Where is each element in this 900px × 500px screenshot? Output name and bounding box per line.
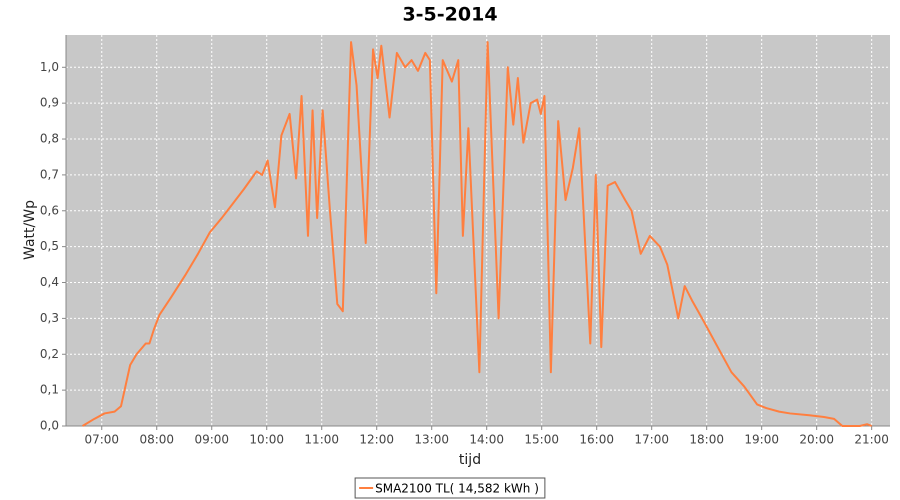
y-tick-label: 0,7 <box>40 167 59 181</box>
y-tick-label: 0,5 <box>40 239 59 253</box>
y-tick-label: 0,6 <box>40 203 59 217</box>
x-axis-title: tijd <box>459 452 481 468</box>
legend-box <box>354 477 546 499</box>
legend: SMA2100 TL( 14,582 kWh ) <box>354 477 546 499</box>
x-tick-label: 15:00 <box>524 433 559 447</box>
x-tick-label: 08:00 <box>139 433 174 447</box>
y-tick-label: 0,0 <box>40 419 59 433</box>
data-line <box>81 41 873 427</box>
y-tick-label: 0,8 <box>40 132 59 146</box>
x-tick-label: 21:00 <box>854 433 889 447</box>
y-tick-label: 0,2 <box>40 347 59 361</box>
y-axis-title: Watt/Wp <box>22 200 38 260</box>
x-tick-label: 16:00 <box>579 433 614 447</box>
y-tick-label: 0,4 <box>40 275 59 289</box>
legend-label: SMA2100 TL( 14,582 kWh ) <box>375 482 539 496</box>
y-tick-label: 0,1 <box>40 383 59 397</box>
x-tick-label: 18:00 <box>689 433 724 447</box>
x-tick-label: 09:00 <box>194 433 229 447</box>
x-tick-label: 12:00 <box>359 433 394 447</box>
x-tick-label: 14:00 <box>469 433 504 447</box>
y-tick-label: 0,9 <box>40 96 59 110</box>
y-tick-label: 1,0 <box>40 60 59 74</box>
x-tick-label: 10:00 <box>249 433 284 447</box>
x-tick-label: 13:00 <box>414 433 449 447</box>
y-tick-label: 0,3 <box>40 311 59 325</box>
x-tick-label: 11:00 <box>304 433 339 447</box>
plot-background <box>66 35 890 426</box>
x-tick-label: 19:00 <box>744 433 779 447</box>
x-tick-label: 20:00 <box>799 433 834 447</box>
x-tick-label: 17:00 <box>634 433 669 447</box>
chart-title: 3-5-2014 <box>402 4 497 26</box>
x-tick-label: 07:00 <box>84 433 119 447</box>
